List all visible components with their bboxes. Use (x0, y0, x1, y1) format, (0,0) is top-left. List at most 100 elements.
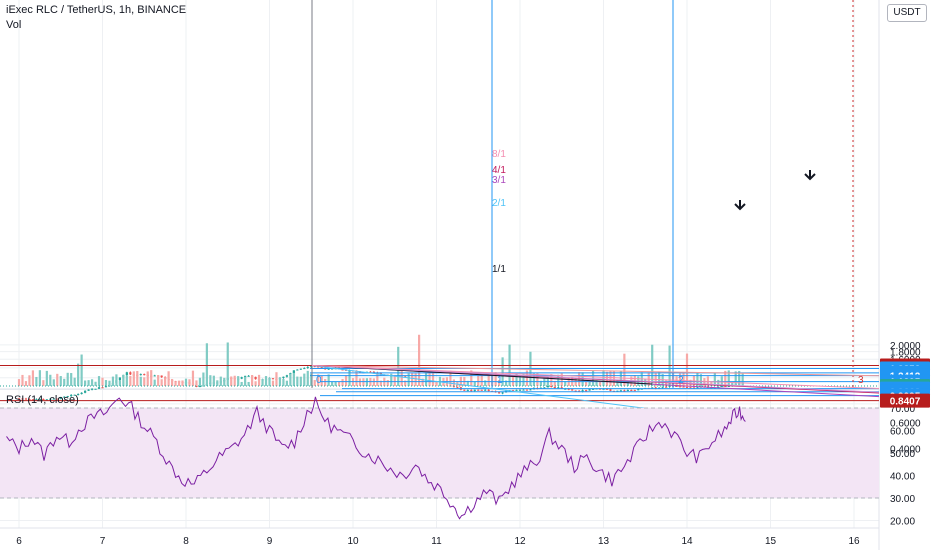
candle-body (692, 387, 696, 389)
candle-body (42, 398, 45, 400)
volume-bar (122, 374, 125, 386)
volume-bar (251, 375, 254, 386)
candle-body (522, 389, 525, 391)
price-tags: 1.45261.38521.29411.24121.12951.056056:4… (880, 358, 930, 408)
candle-body (609, 389, 612, 391)
volume-bar (35, 376, 38, 386)
volume-bar (498, 379, 501, 386)
volume-bar (616, 379, 619, 386)
volume-bar (31, 370, 35, 386)
volume-bar (557, 374, 560, 386)
candle-body (473, 389, 476, 391)
volume-bar (191, 370, 195, 386)
candle-body (21, 398, 24, 400)
volume-bar (511, 374, 515, 386)
volume-bar (470, 370, 473, 386)
fan-line (311, 364, 880, 377)
volume-bar (195, 380, 198, 386)
volume-bar (612, 370, 616, 386)
volume-bar (24, 381, 28, 386)
fan-label: 8/1 (492, 149, 506, 160)
candle-body (484, 389, 487, 391)
volume-bar (38, 370, 41, 386)
volume-bar (699, 374, 703, 386)
volume-bar (282, 378, 285, 386)
volume-bar (264, 376, 268, 386)
volume-bar (564, 381, 567, 386)
volume-bar (101, 377, 104, 386)
volume-bar (539, 380, 542, 386)
currency-badge[interactable]: USDT (887, 4, 927, 22)
volume-bar (73, 377, 76, 386)
candle-body (198, 385, 202, 387)
candle-body (511, 390, 515, 392)
volume-bar (734, 371, 737, 386)
volume-bar (480, 374, 483, 386)
volume-bar (473, 381, 476, 386)
volume-bar (188, 379, 191, 386)
candle-body (97, 387, 101, 389)
candle-body (477, 389, 480, 391)
volume-bar (602, 370, 605, 386)
candle-body (247, 375, 250, 377)
candle-body (487, 389, 490, 391)
candle-body (689, 387, 692, 389)
volume-bar (209, 375, 212, 386)
rsi-tick-label: 70.00 (890, 404, 915, 415)
candle-body (52, 398, 55, 400)
y-tick-label: 0.4000 (890, 444, 921, 455)
candle-body (633, 390, 636, 392)
volume-bar (160, 379, 163, 386)
candle-body (45, 399, 48, 401)
candle-body (331, 368, 334, 370)
rsi-label: RSI (14, close) (6, 394, 79, 406)
volume-bar (170, 378, 174, 386)
volume-bar (341, 378, 344, 386)
volume-bar (619, 371, 622, 386)
volume-bar (456, 381, 459, 386)
candle-body (254, 376, 257, 380)
candle-body (299, 368, 302, 370)
volume-bar (108, 380, 111, 386)
y-tick-label: 1.8000 (890, 348, 921, 359)
volume-bar (84, 380, 87, 386)
candle-body (626, 390, 629, 392)
volume-bar (230, 376, 233, 386)
candle-body (282, 376, 285, 379)
fan-label: 1/1 (492, 264, 506, 275)
candle-body (125, 372, 128, 376)
volume-bar (724, 370, 727, 386)
volume-bar (59, 376, 62, 386)
volume-bar (90, 379, 94, 386)
candle-body (564, 388, 567, 390)
candle-body (313, 365, 316, 367)
volume-bar (738, 370, 741, 386)
candle-body (543, 387, 546, 389)
x-tick-label: 11 (431, 536, 442, 547)
volume-bar (393, 374, 396, 386)
candle-body (24, 398, 28, 400)
volume-bar (104, 380, 108, 386)
volume-bar (327, 374, 330, 386)
candle-body (369, 371, 372, 373)
volume-bar (45, 370, 48, 386)
volume-bar (428, 372, 431, 386)
y-tick-label: 2.0000 (890, 341, 921, 352)
volume-bar (77, 363, 80, 386)
volume-bar (550, 374, 553, 386)
candle-body (90, 388, 94, 390)
volume-bar (87, 380, 90, 386)
volume-bar (581, 372, 584, 386)
volume-bar (261, 379, 264, 386)
candle-body (727, 385, 730, 387)
rsi-tick-label: 60.00 (890, 427, 915, 438)
volume-bar (397, 346, 400, 386)
fan-line (311, 364, 880, 390)
volume-bar (591, 370, 595, 386)
volume-bar (226, 342, 229, 386)
volume-bar (487, 375, 490, 386)
y-tick-label: 0.6000 (890, 418, 921, 429)
candle-body (320, 366, 323, 368)
candle-body (567, 388, 570, 390)
